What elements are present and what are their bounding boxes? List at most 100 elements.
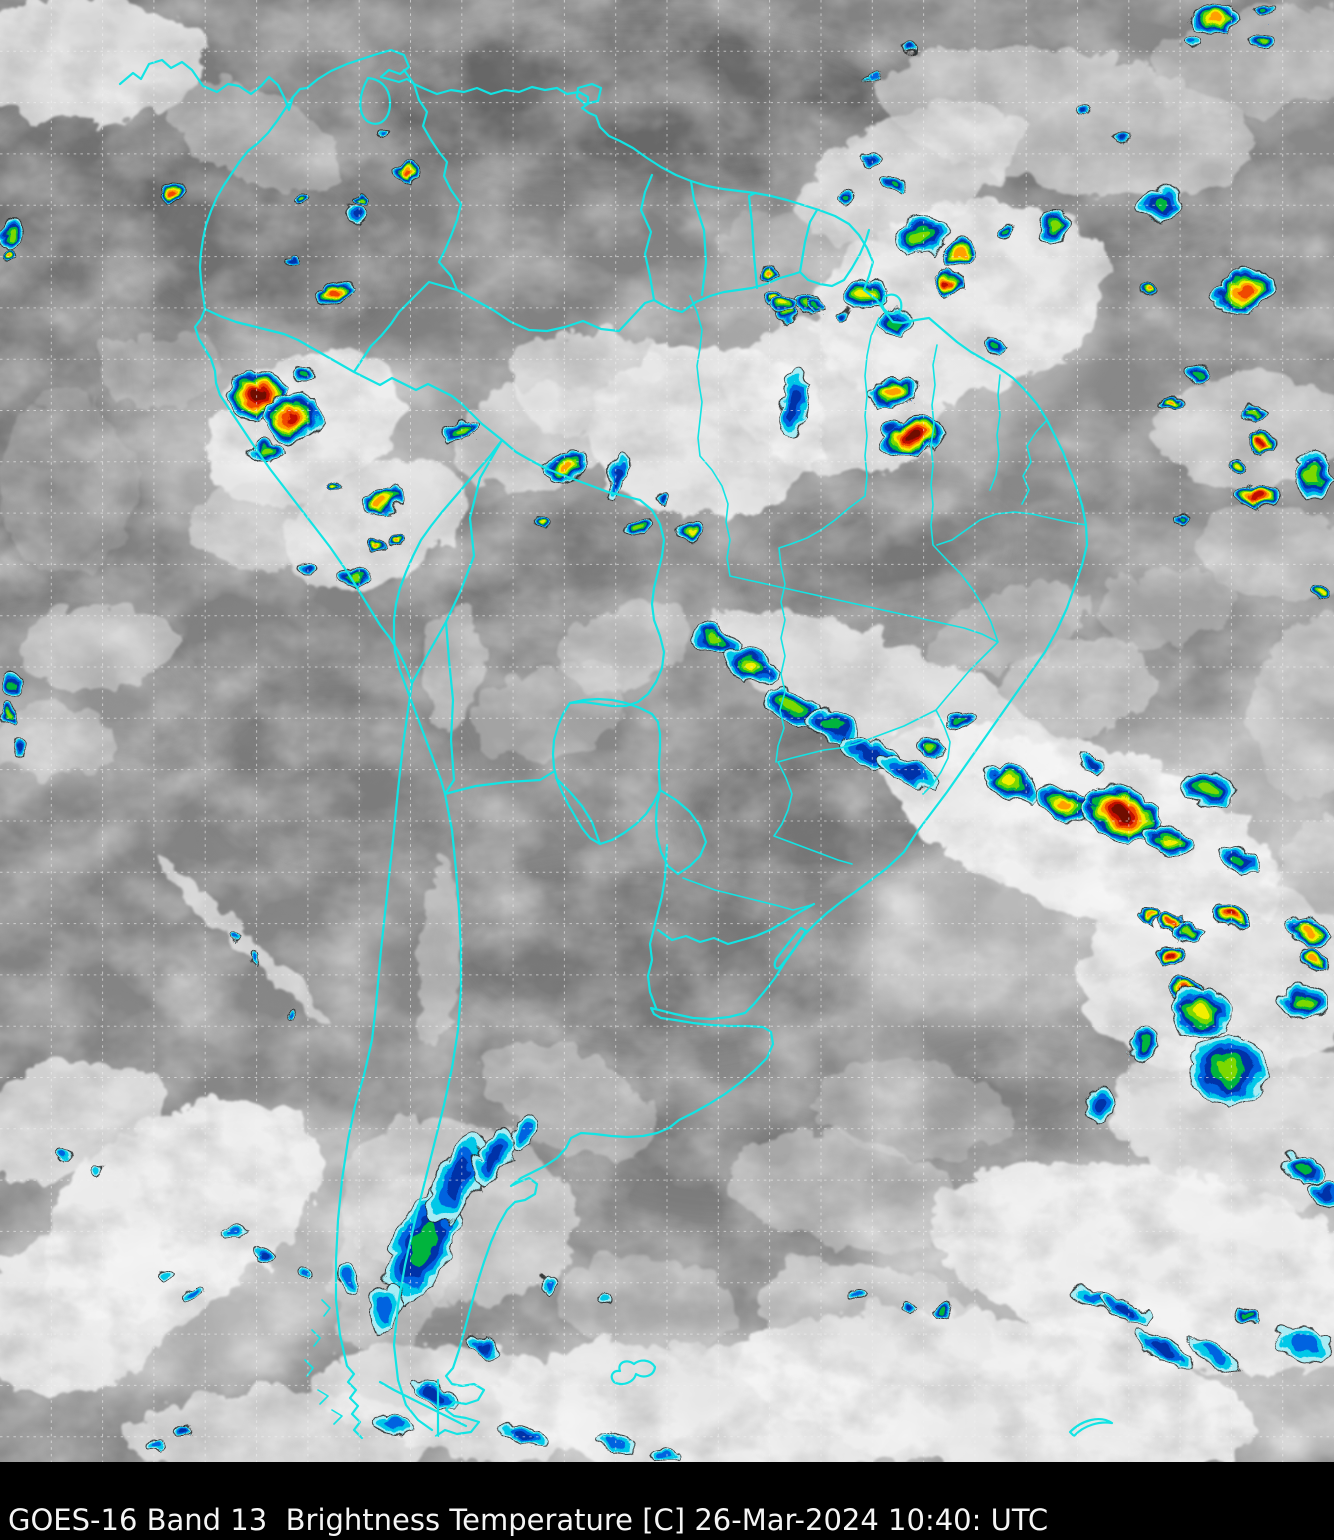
storm-cell-ring <box>325 285 335 291</box>
storm-cell <box>1127 1021 1153 1059</box>
storm-cell-ring <box>988 337 996 343</box>
storm-cell <box>292 190 312 206</box>
storm-cell-ring <box>909 225 927 239</box>
storm-cell-ring <box>354 194 360 198</box>
storm-cell-ring <box>1241 1307 1249 1313</box>
storm-cell-ring <box>1188 1000 1206 1016</box>
storm-cell-ring <box>1258 5 1266 11</box>
storm-cell <box>389 156 419 180</box>
storm-cell-ring <box>854 742 882 758</box>
storm-cell-ring <box>339 1267 351 1283</box>
storm-cell-ring <box>256 444 268 452</box>
storm-cell-ring <box>2 706 8 714</box>
storm-cell-ring <box>952 246 962 254</box>
storm-cell-ring <box>902 42 908 48</box>
storm-cell <box>876 412 940 452</box>
storm-cell-ring <box>1220 909 1230 915</box>
storm-cell-ring <box>380 1414 400 1426</box>
storm-cell <box>334 562 366 582</box>
storm-cell-ring <box>1108 803 1128 817</box>
storm-cell-ring <box>540 1274 550 1286</box>
storm-cell-ring <box>1254 437 1262 443</box>
storm-cell <box>281 1005 293 1015</box>
storm-cell-ring <box>330 480 336 484</box>
storm-cell <box>1205 899 1245 925</box>
storm-cell <box>1302 1178 1334 1202</box>
storm-cell-ring <box>1114 129 1122 135</box>
storm-cell <box>931 264 959 296</box>
storm-cell-ring <box>400 165 408 171</box>
storm-cell-ring <box>1135 1033 1145 1047</box>
storm-cell-ring <box>635 519 645 527</box>
storm-cell <box>861 372 915 404</box>
storm-cell <box>1294 944 1326 966</box>
storm-cell-ring <box>295 1266 305 1274</box>
storm-cell-ring <box>901 1300 909 1306</box>
storm-cell-ring <box>4 675 12 685</box>
storm-cell-ring <box>1076 105 1084 111</box>
marajo-island <box>880 293 903 315</box>
storm-cell-ring <box>1149 193 1165 207</box>
graticule-grid <box>0 0 1334 1462</box>
storm-cell-ring <box>595 1291 605 1299</box>
storm-cell-ring <box>406 1217 434 1263</box>
storm-cell-ring <box>284 1007 290 1013</box>
caption-text: GOES-16 Band 13 Brightness Temperature [… <box>8 1502 1049 1537</box>
storm-cell-ring <box>923 738 933 746</box>
coastline-pacific <box>193 95 414 1440</box>
storm-cell <box>154 177 182 199</box>
storm-cell <box>766 293 794 313</box>
storm-cell-ring <box>1246 489 1258 495</box>
storm-cell <box>179 1283 201 1297</box>
storm-cell <box>1278 1150 1322 1180</box>
storm-cell-ring <box>481 1143 499 1167</box>
storm-cell-ring <box>509 1425 531 1435</box>
storm-cell-ring <box>1045 216 1055 228</box>
storm-cell-ring <box>1312 1185 1328 1195</box>
storm-cell <box>1071 101 1089 115</box>
storm-cell <box>672 514 704 540</box>
storm-cell-ring <box>1088 1092 1102 1108</box>
storm-cell-ring <box>999 774 1017 786</box>
storm-cell-ring <box>1143 909 1149 915</box>
storm-cell-ring <box>880 384 896 392</box>
storm-cell <box>349 190 365 202</box>
storm-cell <box>87 1159 103 1171</box>
storm-cell <box>1109 126 1127 138</box>
storm-cell-ring <box>371 1292 389 1318</box>
storm-cell-ring <box>255 1247 265 1253</box>
storm-cell-ring <box>90 1161 100 1169</box>
storm-cell <box>217 1221 243 1239</box>
storm-cell <box>249 1242 271 1258</box>
storm-cell <box>1274 979 1326 1021</box>
storm-cell <box>291 1263 309 1277</box>
storm-cell <box>469 1127 511 1183</box>
storm-cell <box>1034 203 1066 241</box>
storm-cell <box>1243 28 1273 48</box>
storm-cell <box>802 704 858 740</box>
storm-cell-ring <box>246 385 260 397</box>
storm-cell-ring <box>347 206 357 214</box>
storm-cell-ring <box>900 427 916 437</box>
storm-cell <box>1251 1 1273 15</box>
storm-cell <box>837 275 887 309</box>
storm-cell <box>1177 33 1195 47</box>
storm-cell <box>803 293 821 307</box>
trinidad-island <box>575 82 603 106</box>
storm-cell-ring <box>1286 1330 1314 1350</box>
storm-cell <box>370 1409 410 1431</box>
storm-cell <box>1272 1321 1328 1359</box>
storm-cell <box>0 667 19 693</box>
storm-cell <box>1153 940 1183 964</box>
storm-cell-ring <box>1191 369 1201 375</box>
storm-cell <box>831 184 855 202</box>
satellite-image <box>0 0 1334 1462</box>
storm-cell-ring <box>1181 36 1191 44</box>
storm-cell <box>1237 399 1263 417</box>
storm-cell-ring <box>389 535 395 539</box>
storm-cell <box>590 1430 630 1450</box>
storm-cell-ring <box>472 1340 488 1350</box>
storm-cell-ring <box>1292 1160 1308 1170</box>
storm-cell-ring <box>1174 512 1180 516</box>
